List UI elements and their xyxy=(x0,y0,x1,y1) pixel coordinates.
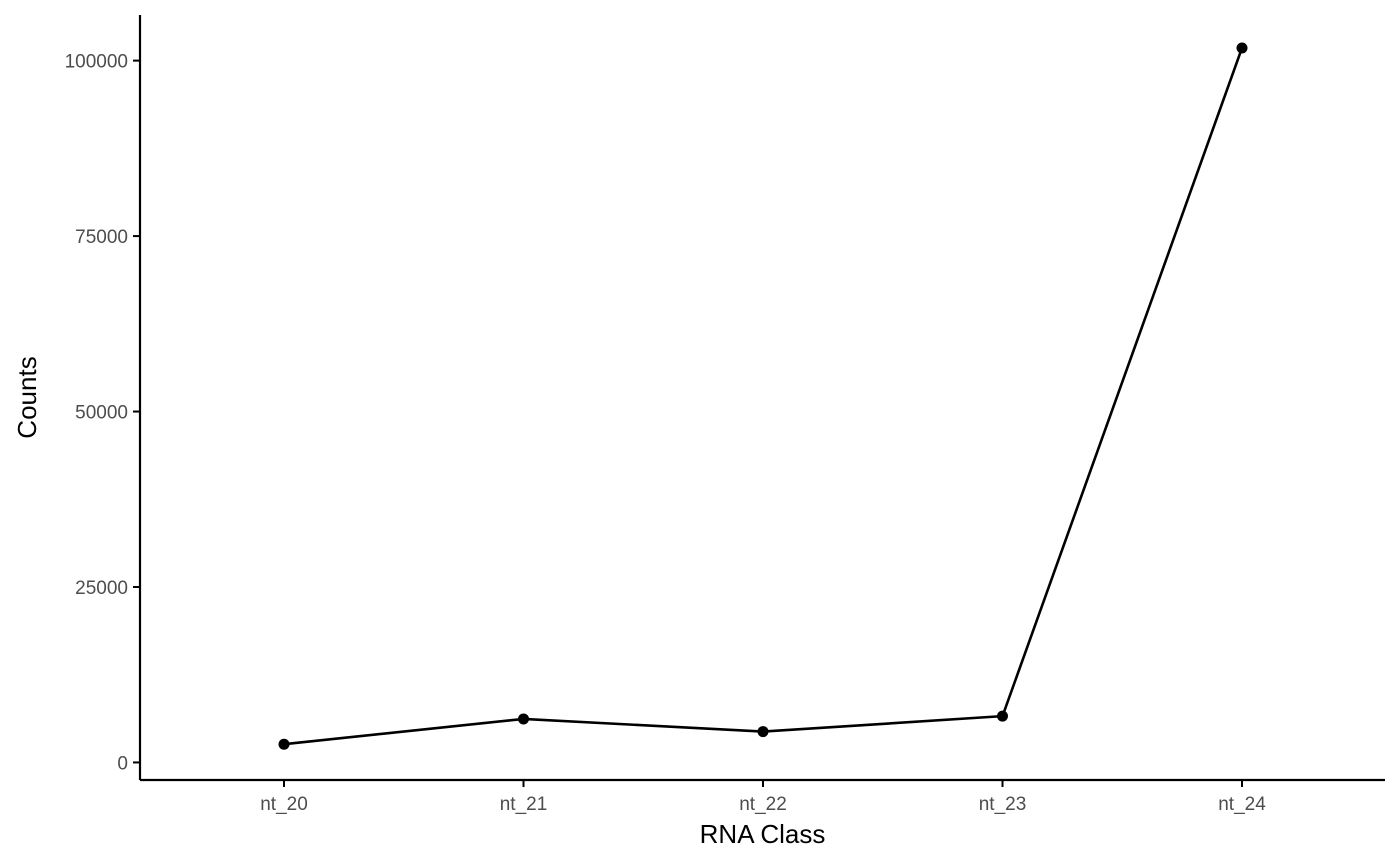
data-point xyxy=(757,726,769,738)
y-tick-label: 100000 xyxy=(65,52,128,73)
y-tick-label: 75000 xyxy=(75,227,128,248)
series-layer xyxy=(278,42,1248,750)
x-axis-ticks: nt_20 nt_21 nt_22 nt_23 nt_24 xyxy=(260,780,1266,815)
x-tick-label: nt_24 xyxy=(1218,794,1266,815)
y-tick-label: 50000 xyxy=(75,403,128,424)
data-point xyxy=(1236,42,1248,54)
x-tick-label: nt_23 xyxy=(979,794,1027,815)
y-axis-title: Counts xyxy=(12,356,42,438)
y-tick-label: 25000 xyxy=(75,578,128,599)
x-tick-label: nt_21 xyxy=(500,794,548,815)
x-tick-label: nt_22 xyxy=(739,794,787,815)
data-point xyxy=(278,738,290,750)
x-tick-label: nt_20 xyxy=(260,794,308,815)
y-axis-ticks: 0 25000 50000 75000 100000 xyxy=(65,52,140,774)
y-tick-label: 0 xyxy=(117,753,128,774)
data-point xyxy=(997,710,1008,722)
series-line xyxy=(283,47,1244,746)
x-axis-title: RNA Class xyxy=(700,819,826,849)
data-point xyxy=(518,713,529,725)
